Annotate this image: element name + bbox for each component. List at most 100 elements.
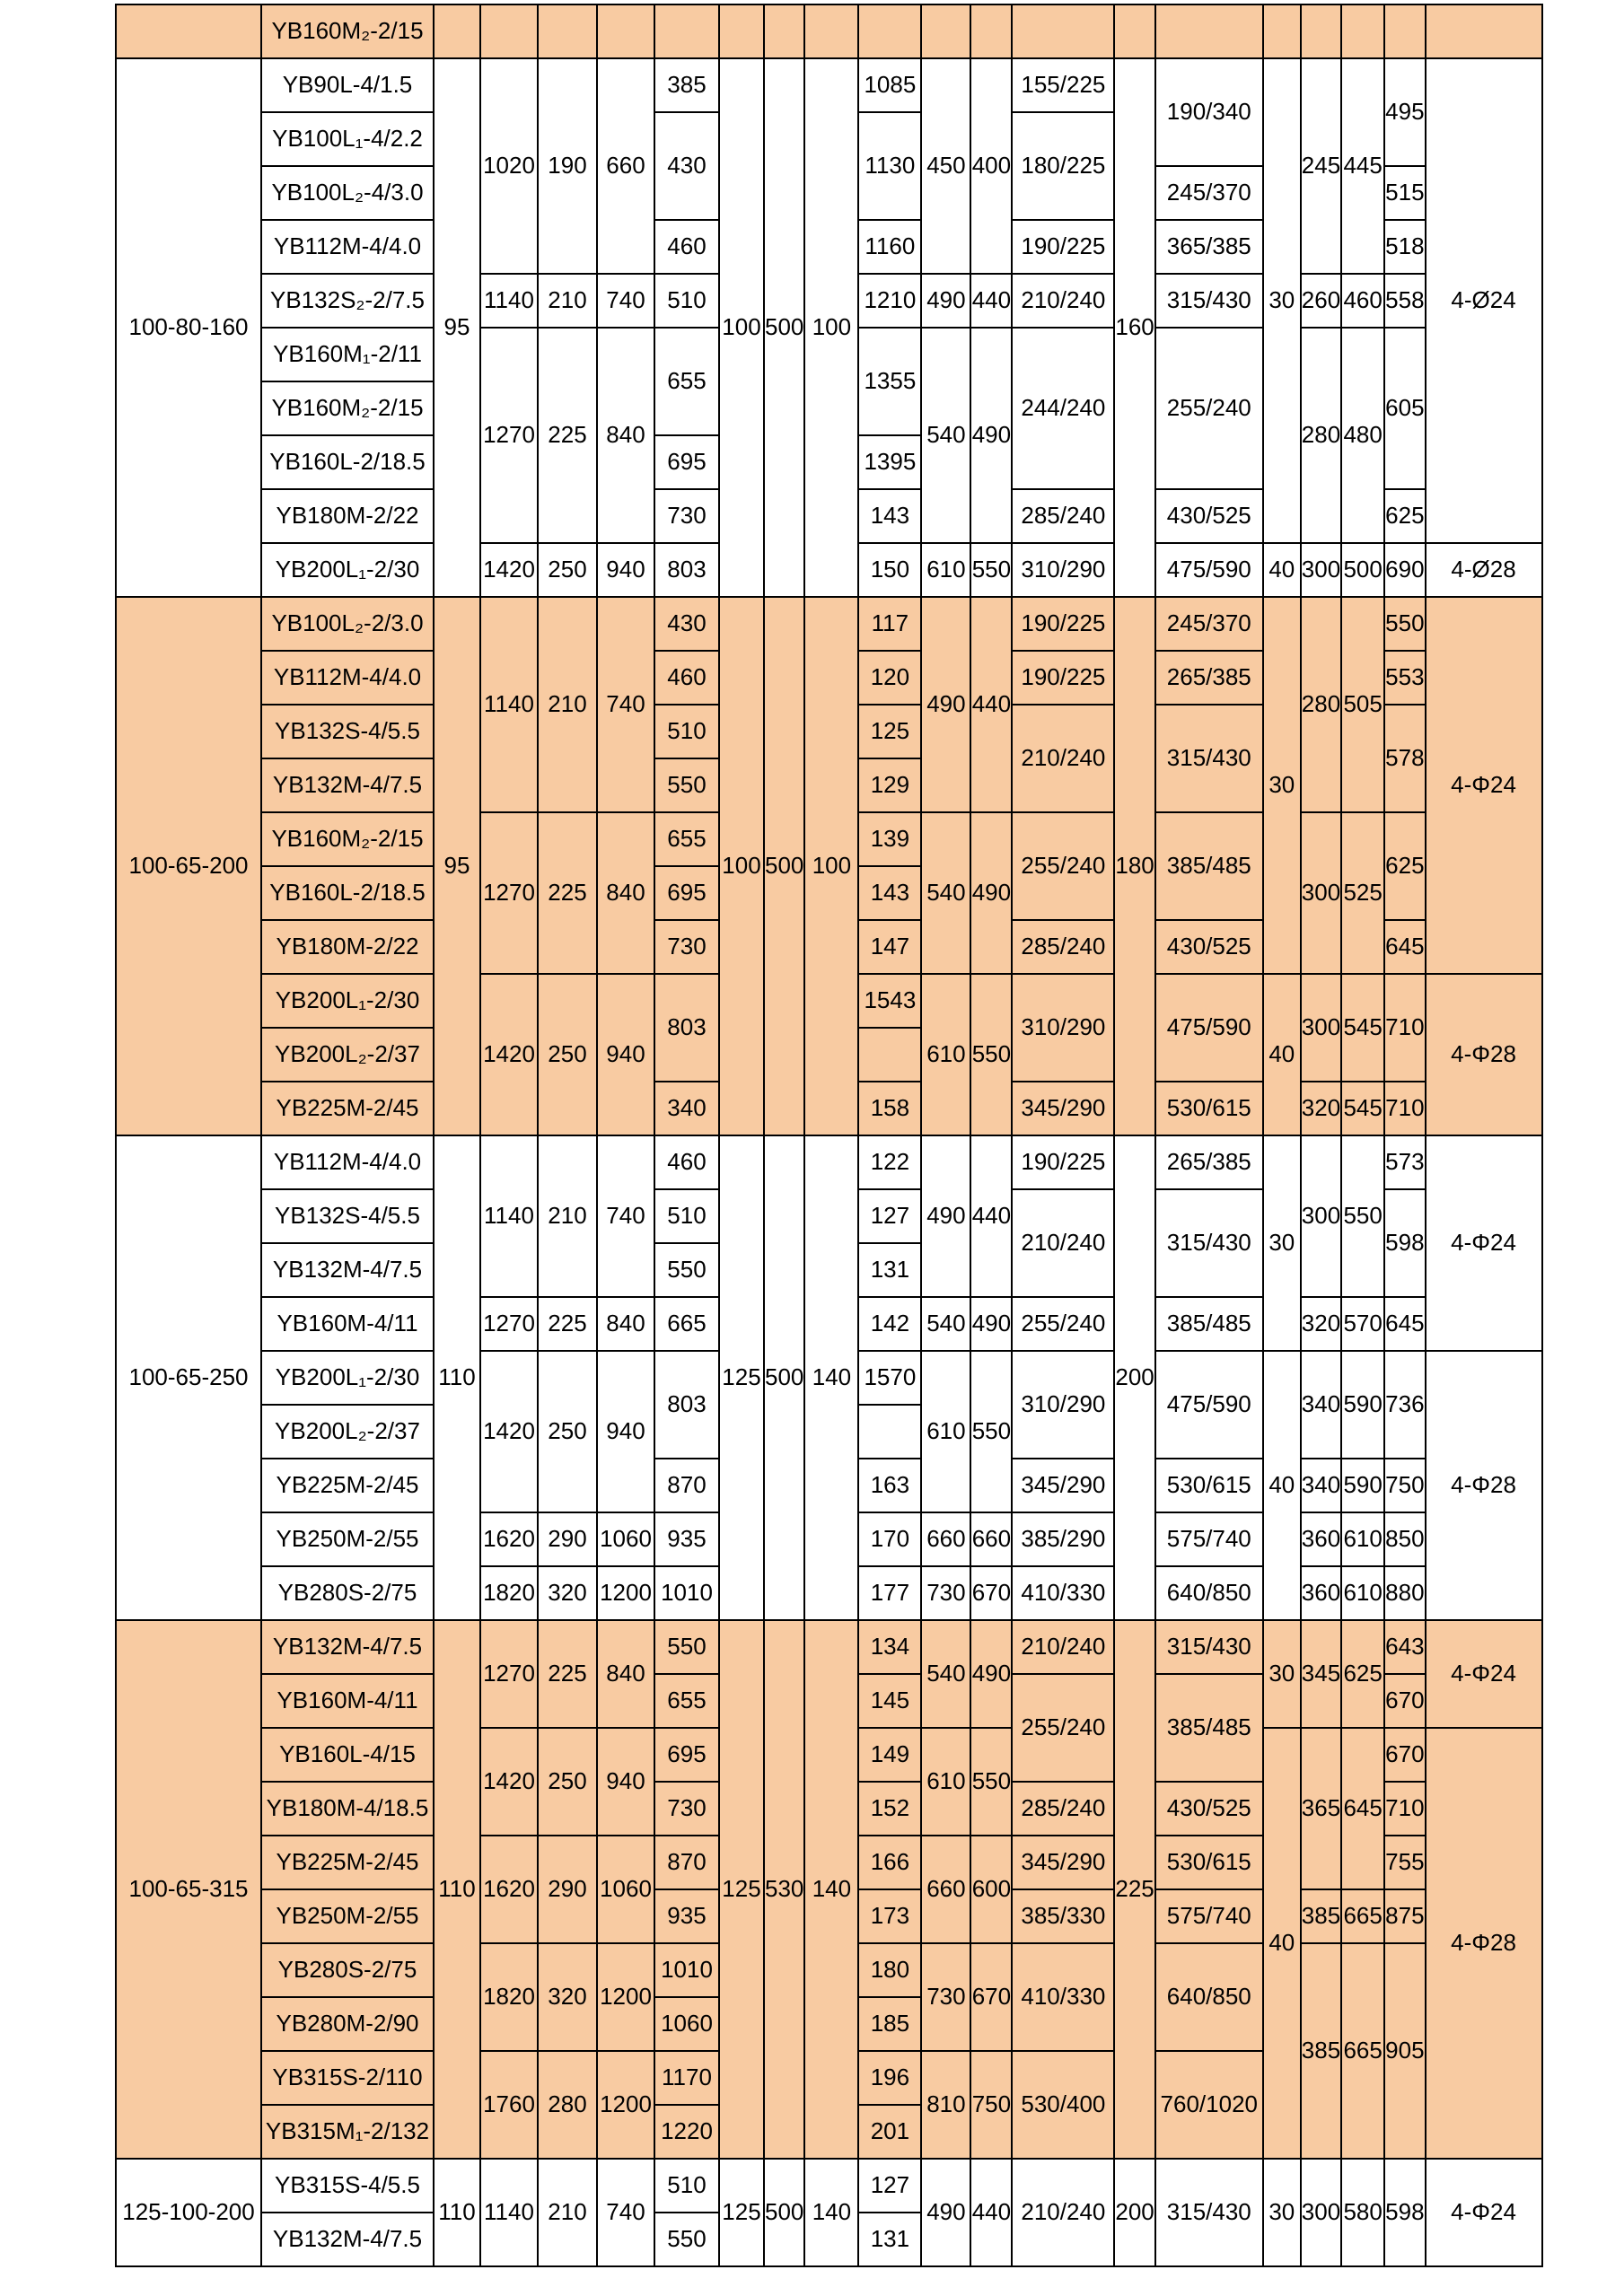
- value-cell: 430/525: [1154, 488, 1264, 544]
- value-cell: 580: [1340, 2158, 1386, 2267]
- value-cell: 255/240: [1011, 811, 1116, 921]
- value-cell: 143: [857, 865, 923, 921]
- value-cell: 1140: [479, 596, 539, 813]
- value-cell: 740: [596, 2158, 655, 2267]
- value-cell: 250: [537, 973, 598, 1136]
- value-cell: 110: [433, 1135, 481, 1621]
- table-row: YB100L₁-4/2.2 430 1130 180/225: [116, 111, 1542, 221]
- value-cell: 290: [537, 1835, 598, 1944]
- value-cell: 750: [970, 2050, 1014, 2160]
- value-cell: 315/430: [1154, 2158, 1264, 2267]
- value-cell: 505: [1340, 596, 1386, 813]
- table-row: YB112M-4/4.0 460 120 190/225 265/385 553: [116, 650, 1542, 705]
- model-cell: YB132M-4/7.5: [260, 1242, 435, 1298]
- value-cell: 665: [1340, 1889, 1386, 1944]
- value-cell: 610: [1340, 1565, 1386, 1621]
- value-cell: 142: [857, 1296, 923, 1352]
- value-cell: 385/485: [1154, 811, 1264, 921]
- model-cell: YB160M₂-2/15: [260, 381, 435, 436]
- value-cell: 245/370: [1154, 165, 1264, 221]
- value-cell: 122: [857, 1135, 923, 1190]
- table-row: YB280S-2/75 1820 320 1200 1010 180 730 670 410/3…: [116, 1942, 1542, 2160]
- value-cell: 345: [1299, 1619, 1343, 1729]
- model-cell: YB132M-4/7.5: [260, 758, 435, 813]
- value-cell: 125: [718, 1619, 765, 2160]
- value-cell: 1270: [479, 811, 539, 975]
- value-cell: 320: [537, 1942, 598, 2052]
- table-row: YB200L₁-2/30 1420 250 940 803 1543 610 550 310/2…: [116, 973, 1543, 1136]
- group-label-cell: 100-80-160: [115, 57, 262, 598]
- value-cell: 803: [654, 1350, 720, 1459]
- value-cell: 510: [654, 273, 720, 329]
- value-cell: 550: [970, 1727, 1014, 1836]
- value-cell: 430/525: [1154, 1781, 1264, 1836]
- value-cell: 315/430: [1154, 704, 1264, 813]
- value-cell: 280: [537, 2050, 598, 2160]
- table-row: YB160M-4/11 1270 225 840 665 142 540 490 255/240…: [116, 1296, 1542, 1352]
- value-cell: 385: [1299, 1889, 1343, 1944]
- value-cell: 320: [537, 1565, 598, 1621]
- value-cell: 500: [1340, 542, 1386, 598]
- value-cell: 530: [762, 1619, 806, 2160]
- value-cell: 360: [1299, 1512, 1343, 1567]
- value-cell: 530/615: [1154, 1835, 1264, 1890]
- model-cell: YB132S-4/5.5: [260, 704, 435, 759]
- value-cell: 315/430: [1154, 1188, 1264, 1298]
- value-cell: 460: [654, 1135, 720, 1190]
- value-cell: 445: [1340, 57, 1386, 275]
- model-cell: YB100L₂-2/3.0: [260, 596, 435, 652]
- value-cell: 265/385: [1154, 650, 1264, 705]
- value-cell: 573: [1383, 1135, 1426, 1190]
- value-cell: 1200: [596, 2050, 655, 2160]
- value-cell: 385/290: [1011, 1512, 1116, 1567]
- value-cell: 1060: [654, 1996, 720, 2052]
- model-cell: YB160L-2/18.5: [260, 865, 435, 921]
- value-cell: 310/290: [1011, 1350, 1116, 1459]
- value-cell: 610: [920, 973, 972, 1136]
- table-row: YB132S-4/5.5 510 127 210/240 315/430 598: [116, 1188, 1542, 1298]
- value-cell: 1130: [857, 111, 923, 221]
- value-cell: 460: [654, 650, 720, 705]
- table-row: YB225M-2/45 340 158 345/290 530/615 320 545 710: [116, 1081, 1542, 1136]
- value-cell: 550: [970, 1350, 1014, 1513]
- table-row: YB160L-4/15 1420 250 940 695 149 610 550 40 365 64…: [116, 1727, 1543, 2160]
- table-row: 125-100-200 YB315S-4/5.5 110 1140 210 740 510 1…: [115, 2158, 1543, 2267]
- value-cell: 625: [1383, 811, 1426, 921]
- table-row: YB112M-4/4.0 460 1160 190/225 365/385 518: [116, 219, 1542, 275]
- value-cell: 655: [654, 327, 720, 436]
- model-cell: YB200L₂-2/37: [260, 1404, 435, 1459]
- value-cell: 170: [857, 1512, 923, 1567]
- value-cell: 760/1020: [1154, 2050, 1264, 2160]
- value-cell: 710: [1383, 973, 1426, 1082]
- table-row: YB132M-4/7.5 550 131: [116, 1242, 1542, 1298]
- model-cell: YB180M-2/22: [260, 488, 435, 544]
- value-cell: 1210: [857, 273, 923, 329]
- value-cell: 530/615: [1154, 1081, 1264, 1136]
- value-cell: 590: [1340, 1458, 1386, 1513]
- value-cell: 605: [1383, 327, 1426, 490]
- table-row: YB132S-4/5.5 510 125 210/240 315/430 578: [116, 704, 1542, 813]
- table-row: YB200L₂-2/37: [116, 1027, 1542, 1082]
- value-cell: 553: [1383, 650, 1426, 705]
- model-cell: YB100L₁-4/2.2: [260, 111, 435, 167]
- table-row: YB200L₁-2/30 1420 250 940 803 1570 610 550 310/2…: [116, 1350, 1543, 1621]
- empty-cell: [433, 4, 481, 59]
- model-cell: YB160M₂-2/15: [260, 811, 435, 867]
- value-cell: 410/330: [1011, 1565, 1116, 1621]
- table-row: YB180M-4/18.5 730 152 285/240 430/525 710: [116, 1781, 1542, 1836]
- table-row: YB315S-2/110 1760 280 1200 1170 196 810 750 530/…: [116, 2050, 1542, 2160]
- value-cell: 345/290: [1011, 1835, 1116, 1890]
- value-cell: 550: [1340, 1135, 1386, 1298]
- value-cell: 1060: [596, 1512, 655, 1567]
- value-cell: 840: [596, 811, 655, 975]
- table-row: YB160M₁-2/11 1270 225 840 655 1355 540 490 244/2…: [116, 327, 1542, 544]
- value-cell: 210: [537, 2158, 598, 2267]
- value-cell: 147: [857, 919, 923, 975]
- empty-cell: [857, 1027, 923, 1082]
- value-cell: 30: [1261, 2158, 1302, 2267]
- table-row: YB280S-2/75 1820 320 1200 1010 177 730 670 410/3…: [116, 1565, 1542, 1621]
- value-cell: 158: [857, 1081, 923, 1136]
- value-cell: 300: [1299, 1135, 1343, 1298]
- empty-cell: [1261, 4, 1302, 59]
- value-cell: 360: [1299, 1565, 1343, 1621]
